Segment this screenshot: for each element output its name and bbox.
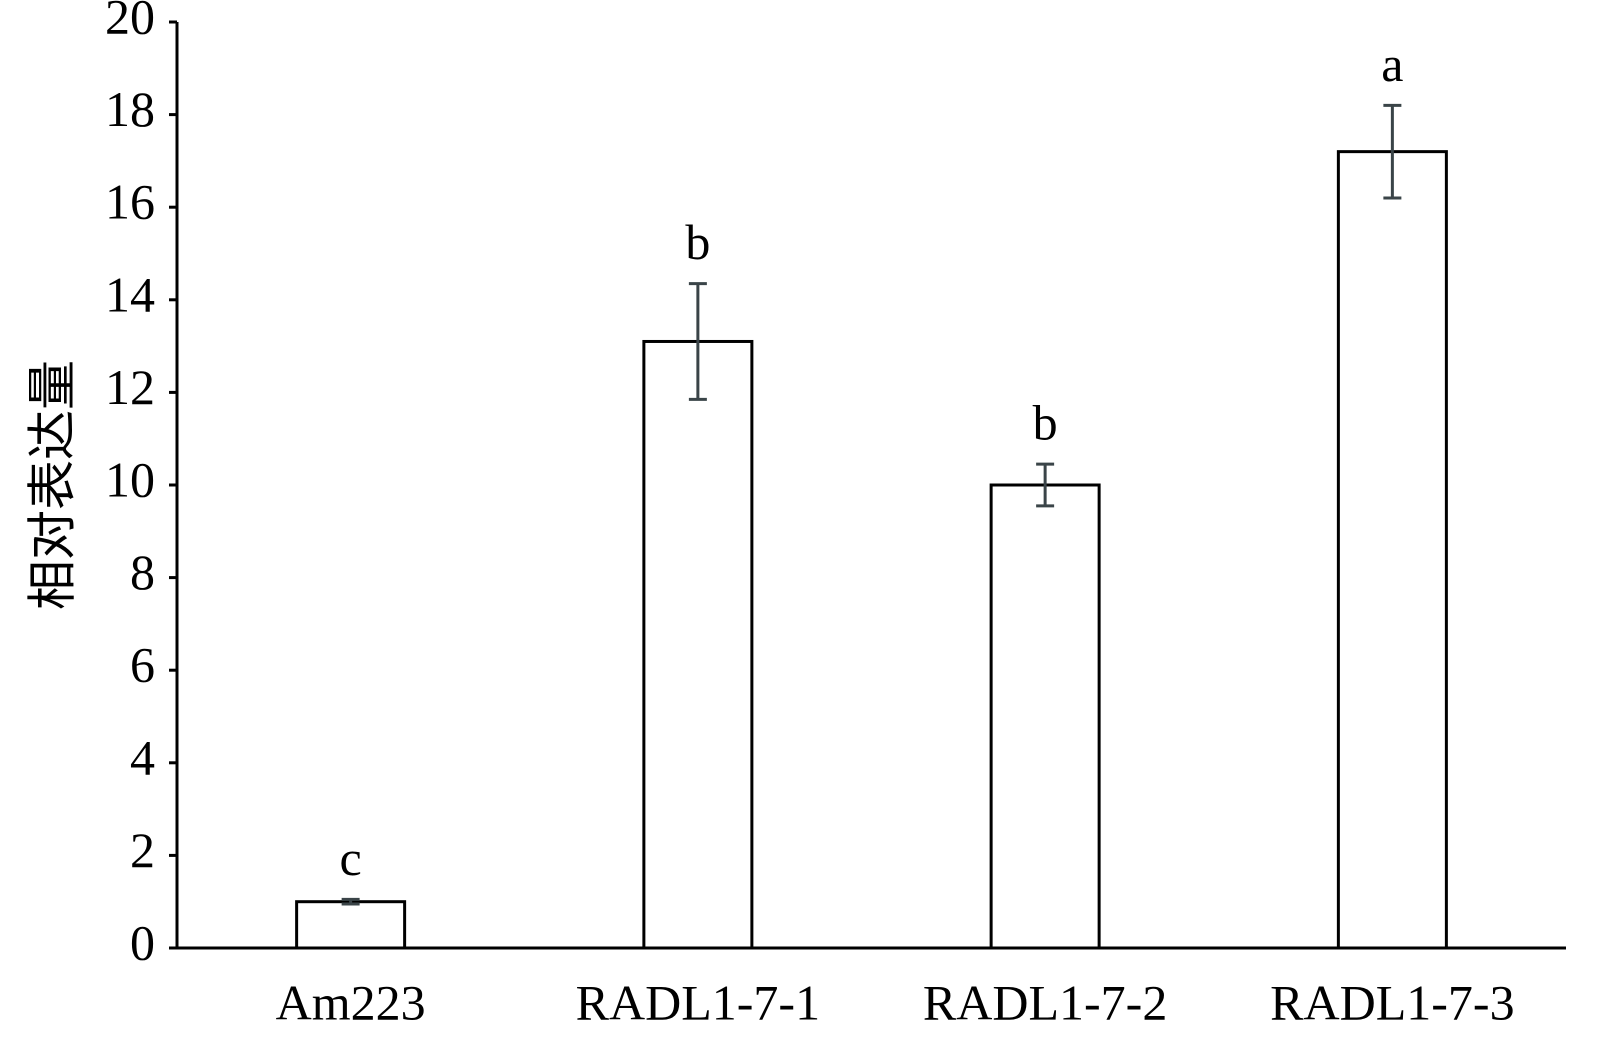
error-bar	[1383, 103, 1402, 200]
y-tick-label: 4	[130, 729, 155, 785]
y-tick-label: 12	[105, 359, 155, 415]
x-tick-label: RADL1-7-2	[923, 974, 1167, 1030]
y-tick-label: 2	[130, 822, 155, 878]
bar	[642, 339, 754, 950]
significance-letter: a	[1381, 36, 1403, 92]
bar	[989, 483, 1101, 950]
y-tick-label: 16	[105, 174, 155, 230]
y-tick-label: 14	[105, 266, 155, 322]
y-tick-label: 20	[105, 0, 155, 44]
y-tick-label: 10	[105, 451, 155, 507]
error-bar	[1036, 462, 1055, 508]
y-axis-label: 相对表达量	[24, 360, 80, 610]
error-bar	[688, 282, 707, 401]
significance-letter: b	[1033, 395, 1058, 451]
significance-letter: b	[685, 214, 710, 270]
y-tick-label: 8	[130, 544, 155, 600]
x-tick-label: RADL1-7-3	[1270, 974, 1514, 1030]
x-tick-label: RADL1-7-1	[576, 974, 820, 1030]
error-bar	[341, 897, 360, 906]
y-tick-label: 18	[105, 81, 155, 137]
y-tick-label: 0	[130, 914, 155, 970]
x-tick-label: Am223	[276, 974, 426, 1030]
bar	[1336, 150, 1448, 950]
bar	[295, 900, 407, 950]
y-tick-label: 6	[130, 637, 155, 693]
significance-letter: c	[340, 830, 362, 886]
